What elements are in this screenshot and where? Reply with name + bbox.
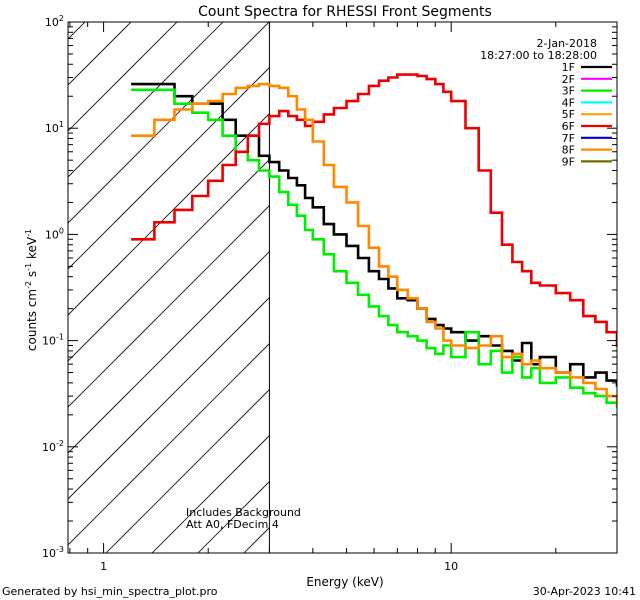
hatch-line	[68, 113, 270, 316]
annotation-background: Includes Background	[186, 506, 301, 519]
x-tick-label: 10	[444, 560, 458, 573]
annotation-attenuator: Att A0, FDecim 4	[186, 518, 279, 531]
legend-label: 4F	[562, 96, 575, 109]
series-1F-line	[131, 82, 617, 387]
legend-label: 5F	[562, 108, 575, 121]
legend-label: 1F	[562, 61, 575, 74]
y-axis-label-mid: s	[25, 271, 39, 281]
x-tick-label: 1	[100, 560, 107, 573]
legend-label: 2F	[562, 73, 575, 86]
y-axis-label-exp3: -1	[24, 229, 33, 237]
series-8F-line	[131, 82, 617, 406]
y-axis-label-exp1: -2	[24, 281, 33, 289]
hatch-line	[68, 22, 270, 224]
y-tick-label-base: 10	[42, 441, 56, 454]
legend-label: 6F	[562, 120, 575, 133]
hatch-line	[68, 22, 178, 132]
y-axis-label-end: keV	[25, 236, 39, 263]
x-axis-label: Energy (keV)	[306, 575, 383, 589]
y-tick-label-exp: 1	[59, 120, 64, 129]
time-range-label: 18:27:00 to 18:28:00	[480, 49, 597, 62]
hatch-line	[68, 159, 270, 362]
y-tick-label-base: 10	[45, 228, 59, 241]
series-layer	[131, 73, 617, 408]
y-axis-label-exp2: -1	[24, 263, 33, 271]
y-tick-label: 10-1	[42, 333, 64, 348]
hatch-line	[68, 343, 270, 546]
footer-generated-by: Generated by hsi_min_spectra_plot.pro	[2, 585, 218, 598]
y-tick-label: 100	[45, 226, 64, 241]
y-axis-label: counts cm-2 s-1 keV-1	[24, 229, 39, 351]
legend-label: 8F	[562, 144, 575, 157]
legend-label: 9F	[562, 155, 575, 168]
y-tick-label-exp: 2	[59, 14, 64, 23]
date-label: 2-Jan-2018	[537, 37, 598, 50]
hatch-line	[68, 297, 270, 500]
hatch-line	[151, 435, 270, 553]
footer-timestamp: 30-Apr-2023 10:41	[533, 585, 636, 598]
legend-label: 7F	[562, 132, 575, 145]
series-3F-line	[131, 88, 617, 408]
y-tick-label: 101	[45, 120, 64, 135]
axis-ticks: 10-310-210-1100101102110100	[42, 14, 617, 573]
y-tick-label-exp: -3	[56, 545, 64, 554]
hatch-line	[105, 389, 270, 553]
y-axis-label-main: counts cm	[25, 289, 39, 351]
y-tick-label-base: 10	[42, 547, 56, 560]
legend-label: 3F	[562, 85, 575, 98]
hatch-line	[68, 22, 224, 178]
y-tick-label-exp: -2	[56, 439, 64, 448]
y-tick-label: 10-2	[42, 439, 64, 454]
hatched-region	[68, 22, 270, 553]
series-6F-line	[131, 73, 617, 347]
y-tick-label-exp: -1	[56, 333, 64, 342]
y-tick-label-base: 10	[45, 16, 59, 29]
y-tick-label: 10-3	[42, 545, 64, 560]
y-tick-label-base: 10	[45, 122, 59, 135]
hatch-line	[68, 205, 270, 408]
y-tick-label-exp: 0	[59, 226, 64, 235]
chart-title: Count Spectra for RHESSI Front Segments	[198, 4, 492, 20]
y-tick-label: 102	[45, 14, 64, 29]
hatch-line	[68, 251, 270, 454]
y-tick-label-base: 10	[42, 335, 56, 348]
plot-frame	[67, 21, 618, 554]
